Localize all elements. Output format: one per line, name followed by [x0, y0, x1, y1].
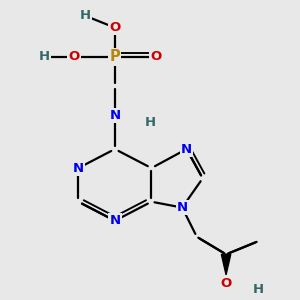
Text: N: N: [181, 142, 192, 156]
Text: N: N: [181, 142, 192, 156]
Polygon shape: [221, 254, 231, 275]
Text: P: P: [110, 50, 120, 64]
Text: O: O: [150, 50, 161, 63]
Text: P: P: [110, 50, 120, 63]
Text: O: O: [150, 50, 161, 63]
Text: H: H: [253, 283, 264, 296]
Text: N: N: [177, 201, 188, 214]
Text: N: N: [109, 109, 121, 122]
Text: H: H: [39, 50, 50, 63]
Text: H: H: [80, 9, 91, 22]
Text: H: H: [39, 50, 50, 63]
Text: O: O: [68, 50, 80, 63]
Text: N: N: [177, 201, 188, 214]
Text: H: H: [80, 9, 91, 22]
Text: O: O: [220, 277, 232, 290]
Text: N: N: [73, 162, 84, 175]
Text: N: N: [109, 214, 121, 227]
Text: O: O: [109, 21, 121, 34]
Text: H: H: [253, 283, 264, 296]
Text: N: N: [109, 214, 121, 227]
Text: O: O: [109, 21, 121, 34]
Text: N: N: [109, 109, 121, 122]
Text: O: O: [220, 277, 232, 290]
Text: H: H: [144, 116, 156, 129]
Text: H: H: [144, 116, 156, 129]
Text: O: O: [68, 50, 80, 63]
Text: N: N: [73, 162, 84, 175]
